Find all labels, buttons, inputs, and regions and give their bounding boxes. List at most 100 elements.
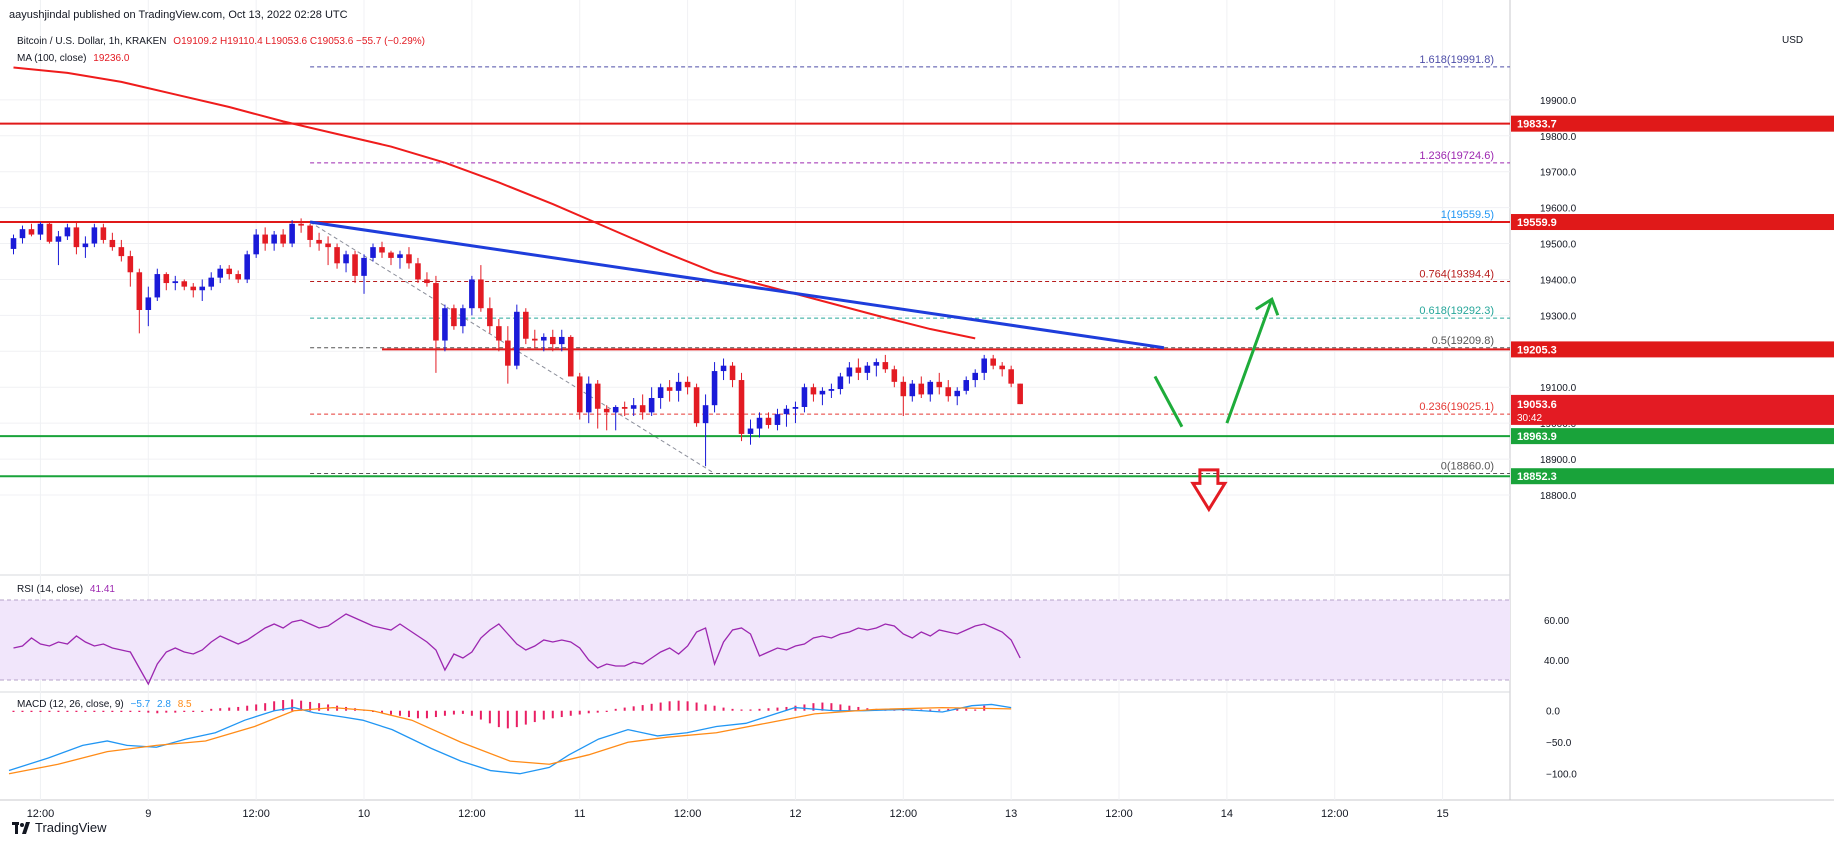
price-axis-badge (1511, 428, 1834, 445)
candle-body (532, 338, 538, 341)
macd-histogram-bar (776, 707, 779, 711)
candle-body (334, 247, 340, 264)
red-down-arrow (1190, 468, 1228, 513)
candle-body (882, 362, 889, 370)
macd-histogram-bar (533, 710, 536, 723)
candle-body (325, 243, 331, 248)
time-tick-label: 12:00 (458, 808, 486, 820)
bar-countdown-label: 30:42 (1517, 413, 1542, 424)
candle-body (630, 405, 637, 409)
macd-histogram-bar (156, 710, 159, 714)
candle-body (118, 247, 125, 257)
time-tick-label: 15 (1436, 808, 1448, 820)
macd-histogram-bar (39, 710, 42, 712)
macd-histogram-bar (407, 710, 410, 718)
macd-histogram-bar (830, 703, 833, 711)
candle-body (666, 387, 673, 391)
macd-histogram-bar (102, 710, 105, 712)
macd-histogram-bar (129, 710, 132, 712)
candle-body (621, 406, 628, 409)
macd-histogram-bar (138, 710, 141, 712)
macd-histogram-bar (48, 710, 51, 712)
candle-body (199, 286, 206, 291)
candle-body (91, 227, 98, 244)
macd-histogram-bar (398, 710, 401, 716)
macd-histogram-bar (803, 704, 806, 711)
macd-histogram-bar (201, 710, 204, 712)
macd-histogram-bar (219, 708, 222, 711)
candle-body (28, 229, 35, 235)
macd-histogram-bar (12, 710, 15, 712)
candle-body (406, 254, 412, 264)
macd-histogram-bar (668, 701, 671, 711)
fib-level-label: 0.618(19292.3) (1419, 305, 1494, 317)
macd-histogram-bar (434, 710, 437, 718)
macd-histogram-bar (515, 710, 518, 728)
candle-body (873, 362, 880, 366)
macd-histogram-bar (785, 706, 788, 711)
macd-histogram-bar (848, 705, 851, 711)
candle-body (828, 389, 835, 391)
candle-body (226, 268, 232, 275)
symbol-legend: Bitcoin / U.S. Dollar, 1h, KRAKEN O19109… (17, 36, 425, 47)
macd-histogram-bar (821, 702, 824, 711)
macd-histogram-bar (677, 700, 680, 711)
tradingview-watermark: TradingView (12, 820, 107, 835)
macd-histogram-bar (551, 710, 554, 719)
publisher-line: aayushjindal published on TradingView.co… (9, 9, 348, 21)
candle-body (154, 274, 161, 298)
rsi-line (13, 613, 1021, 686)
macd-histogram-bar (947, 708, 950, 711)
candle-body (576, 376, 583, 413)
macd-histogram-bar (264, 703, 267, 711)
candle-body (549, 336, 556, 345)
candle-body (936, 381, 943, 388)
macd-histogram-bar (560, 710, 563, 718)
candle-body (217, 268, 224, 278)
candle-body (352, 254, 358, 276)
watermark-text: TradingView (35, 820, 107, 835)
price-axis-badge-label: 19559.9 (1517, 217, 1557, 229)
macd-histogram-bar (120, 710, 123, 712)
time-tick-label: 12:00 (1321, 808, 1349, 820)
macd-histogram-bar (425, 710, 428, 719)
candle-body (379, 247, 385, 253)
candle-body (109, 239, 116, 248)
time-tick-label: 12:00 (242, 808, 270, 820)
macd-histogram-bar (75, 710, 78, 712)
candle-body (523, 311, 529, 339)
macd-histogram-bar (470, 710, 473, 716)
macd-histogram-bar (66, 710, 69, 712)
candle-body (675, 381, 682, 391)
macd-value: −5.7 (130, 699, 151, 710)
candle-body (585, 383, 592, 413)
fib-anchor-line (309, 221, 715, 474)
rsi-value: 41.41 (89, 584, 115, 595)
macd-histogram-bar (479, 710, 482, 720)
candle-body (514, 311, 520, 366)
fib-level-label: 1.236(19724.6) (1419, 150, 1494, 162)
candle-body (424, 279, 430, 284)
candle-body (397, 254, 403, 258)
macd-histogram-bar (84, 710, 87, 712)
candle-body (505, 340, 511, 366)
symbol-name: Bitcoin / U.S. Dollar, 1h, KRAKEN (17, 36, 167, 47)
price-tick-label: 19500.0 (1540, 240, 1577, 251)
candle-body (190, 286, 197, 291)
macd-label: MACD (12, 26, close, 9) (17, 699, 124, 710)
macd-histogram-bar (497, 710, 500, 728)
tradingview-logo-icon (12, 821, 30, 834)
candle-body (756, 417, 763, 429)
rsi-legend: RSI (14, close) 41.41 (17, 584, 115, 595)
candle-body (855, 367, 862, 373)
macd-histogram-bar (974, 709, 977, 711)
time-tick-label: 10 (358, 808, 370, 820)
candle-body (487, 308, 493, 327)
green-pullback-stroke (1153, 375, 1184, 428)
candle-body (954, 390, 961, 397)
green-up-arrow (1225, 298, 1274, 424)
candle-body (639, 405, 646, 413)
green-up-arrow-head (1255, 296, 1280, 316)
macd-histogram-bar (255, 704, 258, 711)
candle-body (388, 252, 394, 258)
